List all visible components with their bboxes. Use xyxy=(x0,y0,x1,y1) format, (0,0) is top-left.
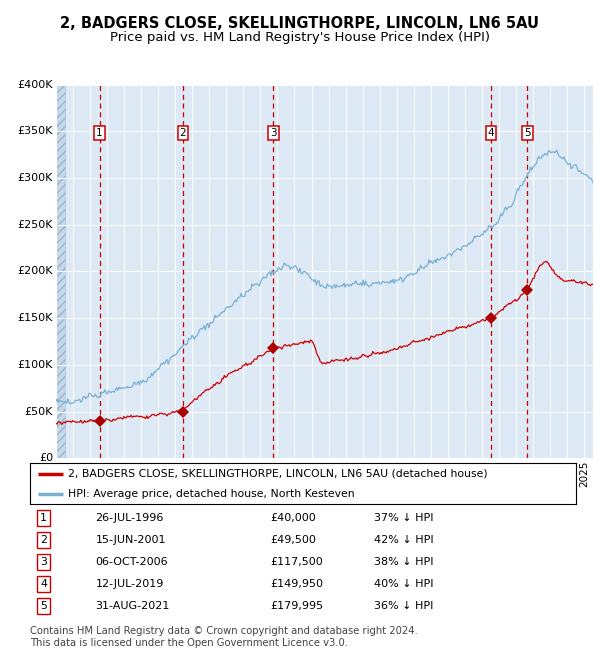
Text: £200K: £200K xyxy=(17,266,53,276)
Text: £400K: £400K xyxy=(17,79,53,90)
Text: £250K: £250K xyxy=(17,220,53,229)
Text: 36% ↓ HPI: 36% ↓ HPI xyxy=(374,601,433,612)
Text: £40,000: £40,000 xyxy=(270,513,316,523)
Text: 38% ↓ HPI: 38% ↓ HPI xyxy=(374,557,433,567)
Text: £150K: £150K xyxy=(18,313,53,323)
Text: 3: 3 xyxy=(40,557,47,567)
Text: 4: 4 xyxy=(40,579,47,590)
Text: 40% ↓ HPI: 40% ↓ HPI xyxy=(374,579,433,590)
Text: £300K: £300K xyxy=(18,173,53,183)
Text: 15-JUN-2001: 15-JUN-2001 xyxy=(95,535,166,545)
Text: 31-AUG-2021: 31-AUG-2021 xyxy=(95,601,170,612)
Text: Contains HM Land Registry data © Crown copyright and database right 2024.
This d: Contains HM Land Registry data © Crown c… xyxy=(30,627,418,648)
Text: 1: 1 xyxy=(96,128,103,138)
Text: 2: 2 xyxy=(179,128,186,138)
Text: 2, BADGERS CLOSE, SKELLINGTHORPE, LINCOLN, LN6 5AU: 2, BADGERS CLOSE, SKELLINGTHORPE, LINCOL… xyxy=(61,16,539,31)
Text: £49,500: £49,500 xyxy=(270,535,316,545)
Text: 1: 1 xyxy=(40,513,47,523)
Text: 37% ↓ HPI: 37% ↓ HPI xyxy=(374,513,433,523)
Text: 42% ↓ HPI: 42% ↓ HPI xyxy=(374,535,434,545)
Text: 12-JUL-2019: 12-JUL-2019 xyxy=(95,579,164,590)
Text: 4: 4 xyxy=(488,128,494,138)
Text: £179,995: £179,995 xyxy=(270,601,323,612)
Text: £149,950: £149,950 xyxy=(270,579,323,590)
Text: £50K: £50K xyxy=(25,406,53,417)
Text: 5: 5 xyxy=(524,128,530,138)
Text: 3: 3 xyxy=(270,128,277,138)
Text: £117,500: £117,500 xyxy=(270,557,323,567)
Text: 5: 5 xyxy=(40,601,47,612)
Text: 06-OCT-2006: 06-OCT-2006 xyxy=(95,557,168,567)
Text: HPI: Average price, detached house, North Kesteven: HPI: Average price, detached house, Nort… xyxy=(68,489,355,499)
Text: £0: £0 xyxy=(39,453,53,463)
Text: 2, BADGERS CLOSE, SKELLINGTHORPE, LINCOLN, LN6 5AU (detached house): 2, BADGERS CLOSE, SKELLINGTHORPE, LINCOL… xyxy=(68,469,488,478)
Text: 2: 2 xyxy=(40,535,47,545)
Text: 26-JUL-1996: 26-JUL-1996 xyxy=(95,513,164,523)
Text: £350K: £350K xyxy=(18,126,53,136)
Text: Price paid vs. HM Land Registry's House Price Index (HPI): Price paid vs. HM Land Registry's House … xyxy=(110,31,490,44)
Text: £100K: £100K xyxy=(18,360,53,370)
